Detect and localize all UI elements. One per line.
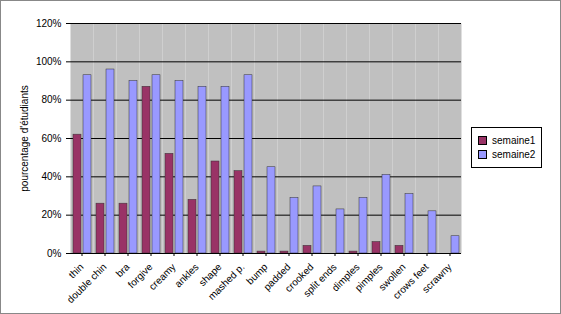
svg-text:shape: shape	[196, 261, 224, 289]
svg-text:forgive: forgive	[125, 261, 155, 291]
svg-text:80%: 80%	[41, 94, 61, 105]
svg-text:ankles: ankles	[172, 261, 200, 289]
svg-text:scrawny: scrawny	[420, 261, 454, 295]
svg-text:dimples: dimples	[329, 261, 362, 294]
svg-text:100%: 100%	[36, 56, 62, 67]
svg-text:crooked: crooked	[282, 261, 316, 295]
svg-text:swollen: swollen	[376, 261, 408, 293]
svg-text:split ends: split ends	[301, 261, 339, 299]
html-text:semaine1: semaine1	[492, 135, 536, 146]
svg-text:0%: 0%	[47, 248, 62, 259]
svg-text:padded: padded	[261, 261, 293, 293]
svg-text:pourcentage d'étudiants: pourcentage d'étudiants	[19, 85, 30, 191]
svg-text:120%: 120%	[36, 18, 62, 29]
svg-text:mashed p.: mashed p.	[206, 261, 247, 302]
svg-text:pimples: pimples	[352, 261, 385, 294]
svg-text:20%: 20%	[41, 209, 61, 220]
html-text:semaine2: semaine2	[492, 149, 536, 160]
svg-text:creamy: creamy	[147, 261, 178, 292]
svg-text:crows feet: crows feet	[390, 261, 431, 302]
svg-text:bump: bump	[244, 261, 270, 287]
svg-text:thin: thin	[66, 261, 85, 280]
svg-text:double chin: double chin	[65, 261, 109, 305]
svg-text:60%: 60%	[41, 133, 61, 144]
svg-text:bra: bra	[114, 261, 132, 279]
svg-text:40%: 40%	[41, 171, 61, 182]
